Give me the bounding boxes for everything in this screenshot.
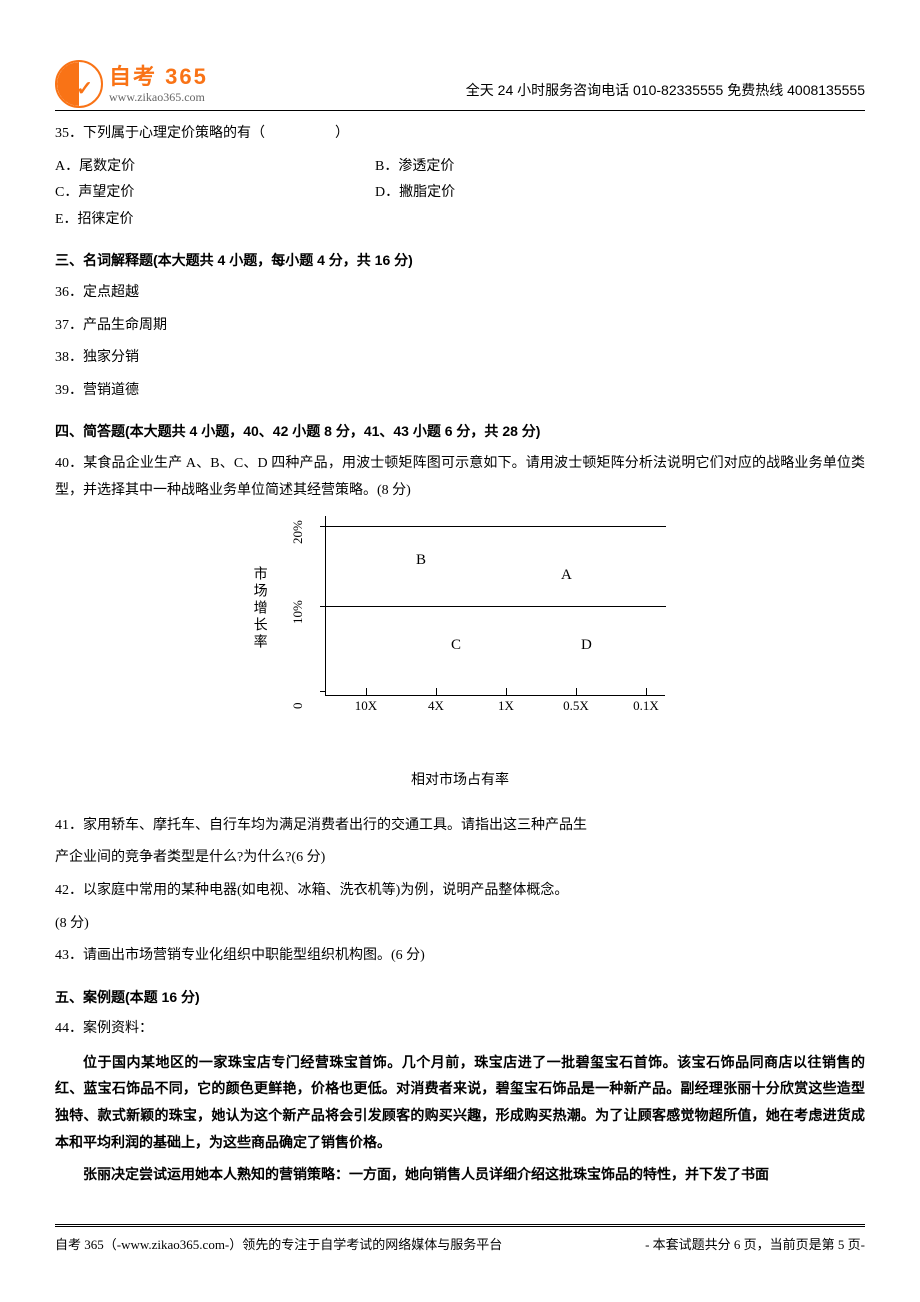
q42a: 42．以家庭中常用的某种电器(如电视、冰箱、洗衣机等)为例，说明产品整体概念。: [55, 878, 865, 905]
chart-ytick-mark: [320, 606, 326, 607]
q44: 44．案例资料：: [55, 1016, 865, 1043]
q35-stem: 35．下列属于心理定价策略的有（ ）: [55, 121, 865, 148]
chart-point-b: B: [416, 546, 426, 575]
q35-opt-d: D．撇脂定价: [375, 180, 455, 207]
chart-point-d: D: [581, 631, 592, 660]
q43: 43．请画出市场营销专业化组织中职能型组织机构图。(6 分): [55, 943, 865, 970]
chart-point-a: A: [561, 561, 572, 590]
chart-gridline: [326, 526, 666, 527]
footer-right: - 本套试题共分 6 页，当前页是第 5 页-: [645, 1233, 865, 1258]
chart-ytick-mark: [320, 526, 326, 527]
footer-left: 自考 365（-www.zikao365.com-）领先的专注于自学考试的网络媒…: [55, 1233, 502, 1258]
section5-head: 五、案例题(本题 16 分): [55, 984, 865, 1011]
q42b: (8 分): [55, 911, 865, 938]
chart-ytick-label: 10%: [286, 600, 311, 624]
q36: 36．定点超越: [55, 280, 865, 307]
case-p2: 张丽决定尝试运用她本人熟知的营销策略：一方面，她向销售人员详细介绍这批珠宝饰品的…: [55, 1161, 865, 1188]
logo-icon: [55, 60, 103, 108]
q35-opt-b: B．渗透定价: [375, 154, 454, 181]
chart-y-label: 市场增长率: [245, 566, 272, 651]
chart-xtick-label: 4X: [428, 694, 444, 719]
chart-ytick-label: 0: [286, 703, 311, 710]
bcg-chart: 市场增长率 20% 10% 0 10X 4X 1X 0.5X 0.1X B A C D 相对市场占有率: [55, 516, 865, 795]
header-contact: 全天 24 小时服务咨询电话 010-82335555 免费热线 4008135…: [466, 77, 865, 108]
chart-gridline: [326, 606, 666, 607]
chart-xtick-label: 0.5X: [563, 694, 589, 719]
page-footer: 自考 365（-www.zikao365.com-）领先的专注于自学考试的网络媒…: [55, 1224, 865, 1258]
logo-title: 自考 365: [109, 64, 208, 90]
logo-url: www.zikao365.com: [109, 90, 208, 104]
logo-text: 自考 365 www.zikao365.com: [109, 64, 208, 105]
q40: 40．某食品企业生产 A、B、C、D 四种产品，用波士顿矩阵图可示意如下。请用波…: [55, 451, 865, 504]
chart-ytick-label: 20%: [286, 520, 311, 544]
chart-x-label: 相对市场占有率: [411, 768, 509, 795]
chart-point-c: C: [451, 631, 461, 660]
chart-xtick-label: 0.1X: [633, 694, 659, 719]
q38: 38．独家分销: [55, 345, 865, 372]
case-p1: 位于国内某地区的一家珠宝店专门经营珠宝首饰。几个月前，珠宝店进了一批碧玺宝石首饰…: [55, 1049, 865, 1155]
chart-xtick-label: 1X: [498, 694, 514, 719]
q35-row2: C．声望定价 D．撇脂定价: [55, 180, 865, 207]
q37: 37．产品生命周期: [55, 313, 865, 340]
q35-opt-c: C．声望定价: [55, 180, 375, 207]
chart-area: 市场增长率 20% 10% 0 10X 4X 1X 0.5X 0.1X B A C D: [245, 516, 675, 736]
q39: 39．营销道德: [55, 378, 865, 405]
q41a: 41．家用轿车、摩托车、自行车均为满足消费者出行的交通工具。请指出这三种产品生: [55, 813, 865, 840]
q35-row1: A．尾数定价 B．渗透定价: [55, 154, 865, 181]
chart-xtick-label: 10X: [355, 694, 377, 719]
section4-head: 四、简答题(本大题共 4 小题，40、42 小题 8 分，41、43 小题 6 …: [55, 418, 865, 445]
q35-opt-a: A．尾数定价: [55, 154, 375, 181]
page-header: 自考 365 www.zikao365.com 全天 24 小时服务咨询电话 0…: [55, 60, 865, 111]
logo-block: 自考 365 www.zikao365.com: [55, 60, 208, 108]
section3-head: 三、名词解释题(本大题共 4 小题，每小题 4 分，共 16 分): [55, 247, 865, 274]
content: 35．下列属于心理定价策略的有（ ） A．尾数定价 B．渗透定价 C．声望定价 …: [55, 121, 865, 1188]
chart-ytick-mark: [320, 691, 326, 692]
q41b: 产企业间的竞争者类型是什么?为什么?(6 分): [55, 845, 865, 872]
q35-opt-e: E．招徕定价: [55, 207, 865, 234]
chart-plot: 20%10%010X4X1X0.5X0.1XBACD: [325, 516, 665, 696]
